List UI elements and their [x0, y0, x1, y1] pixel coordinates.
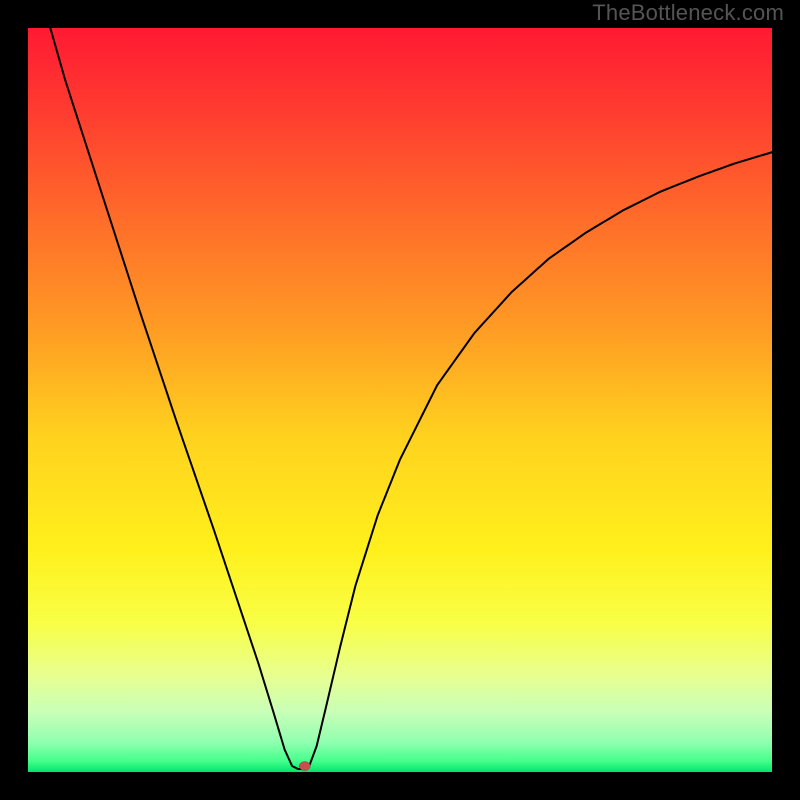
watermark-text: TheBottleneck.com	[592, 0, 784, 26]
plot-area	[28, 28, 772, 772]
bottleneck-curve	[50, 28, 772, 769]
optimal-point-marker	[299, 762, 310, 771]
chart-frame: TheBottleneck.com	[0, 0, 800, 800]
chart-overlay	[28, 28, 772, 772]
